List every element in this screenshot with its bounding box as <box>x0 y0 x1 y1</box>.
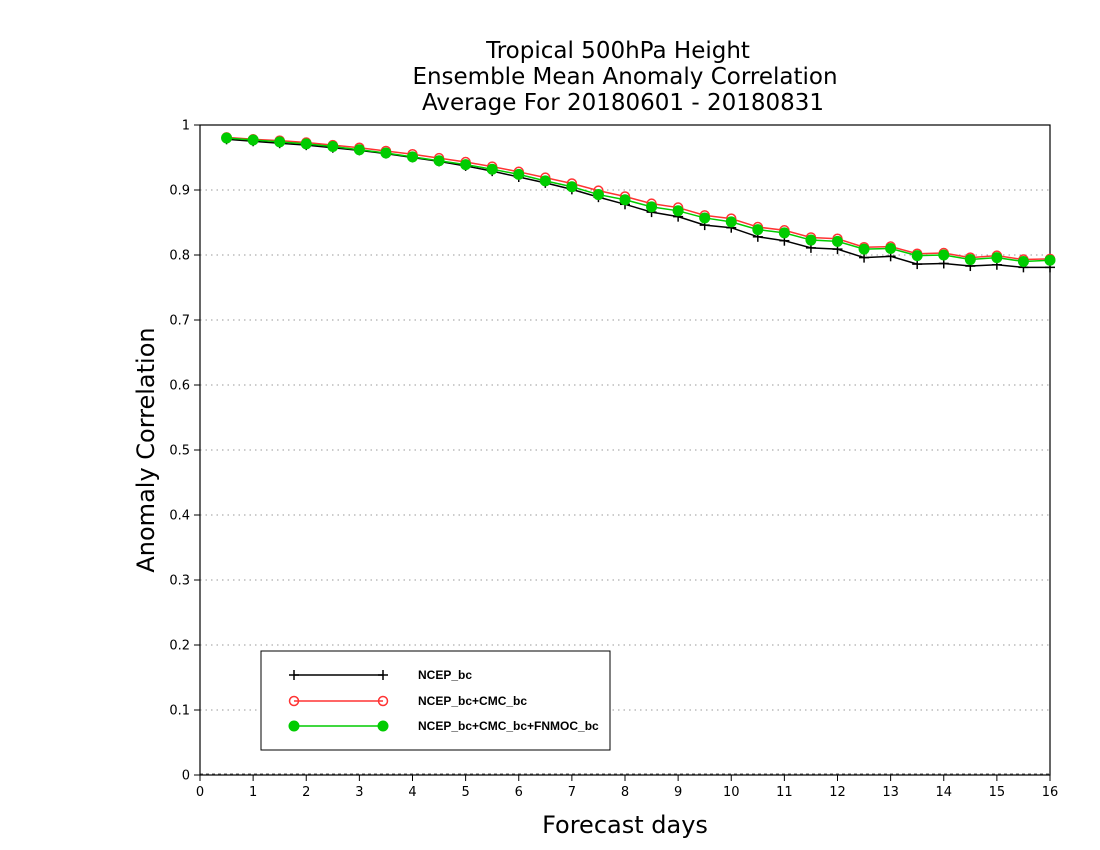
x-tick-label: 13 <box>882 785 899 800</box>
x-tick-label: 14 <box>935 785 952 800</box>
series-line <box>226 136 1051 261</box>
data-point <box>1044 254 1056 266</box>
legend-marker <box>377 695 389 707</box>
data-point <box>566 181 578 193</box>
data-point <box>699 212 711 224</box>
gridlines <box>200 189 1050 775</box>
legend-item-1: NCEP_bc <box>289 668 472 682</box>
legend-item-3: NCEP_bc+CMC_bc+FNMOC_bc <box>288 719 599 733</box>
data-point <box>247 134 259 146</box>
data-point <box>646 201 658 213</box>
data-point <box>353 144 365 156</box>
x-tick-label: 10 <box>723 785 740 800</box>
series-2 <box>221 132 1056 265</box>
data-point <box>752 224 764 236</box>
data-point <box>1017 256 1029 267</box>
data-point <box>539 175 551 187</box>
x-tick-label: 7 <box>568 785 576 800</box>
y-tick-label: 0.6 <box>169 379 190 394</box>
x-tick-label: 11 <box>776 785 793 800</box>
data-point <box>858 243 870 255</box>
plot-frame <box>199 124 1051 776</box>
data-point <box>592 189 604 201</box>
data-point <box>274 136 286 148</box>
data-point <box>619 194 631 206</box>
data-point <box>911 250 923 262</box>
chart-title-line-2: Ensemble Mean Anomaly Correlation <box>412 64 837 90</box>
data-point <box>964 254 976 266</box>
x-tick-label: 8 <box>621 785 629 800</box>
data-point <box>778 227 790 239</box>
y-tick-label: 0.8 <box>169 249 190 264</box>
data-point <box>221 132 233 144</box>
y-tick-label: 0 <box>182 769 190 784</box>
data-point <box>725 216 737 228</box>
x-tick-label: 6 <box>515 785 523 800</box>
legend-marker <box>288 695 300 707</box>
y-axis-label: Anomaly Correlation <box>132 327 160 572</box>
legend-marker <box>378 670 388 680</box>
legend-items: NCEP_bc NCEP_bc+CMC_bc NCEP_bc+CMC_bc+FNMO… <box>288 668 599 733</box>
data-point <box>460 159 472 171</box>
x-tick-label: 9 <box>674 785 682 800</box>
y-tick-label: 1 <box>182 119 190 134</box>
legend-marker <box>289 670 299 680</box>
data-point <box>327 140 339 152</box>
data-point <box>407 151 418 163</box>
data-point <box>805 234 817 246</box>
data-point <box>938 249 950 261</box>
x-axis-label: Forecast days <box>542 811 708 839</box>
y-axis-ticks: 0 0.1 0.2 0.3 0.4 0.5 0.6 0.7 0.8 0.9 1 <box>169 119 200 784</box>
chart-title-line-1: Tropical 500hPa Height <box>485 38 750 64</box>
x-tick-label: 0 <box>196 785 204 800</box>
legend-label: NCEP_bc+CMC_bc <box>418 694 527 708</box>
y-tick-label: 0.2 <box>169 639 190 654</box>
x-tick-label: 15 <box>989 785 1006 800</box>
legend: NCEP_bc NCEP_bc+CMC_bc NCEP_bc+CMC_bc+FNMO… <box>260 650 611 751</box>
data-point <box>991 252 1003 264</box>
data-point <box>380 147 392 159</box>
x-tick-label: 1 <box>249 785 257 800</box>
series-3 <box>221 132 1056 267</box>
legend-marker <box>288 720 300 732</box>
data-point <box>300 138 312 150</box>
x-axis-ticks: 0 1 2 3 4 5 6 7 8 9 10 11 12 13 14 15 16 <box>196 775 1058 800</box>
chart-title-line-3: Average For 20180601 - 20180831 <box>422 90 824 116</box>
y-tick-label: 0.9 <box>169 184 190 199</box>
x-tick-label: 3 <box>355 785 363 800</box>
legend-label: NCEP_bc+CMC_bc+FNMOC_bc <box>418 719 599 733</box>
x-tick-label: 4 <box>408 785 416 800</box>
y-tick-label: 0.3 <box>169 574 190 589</box>
data-point <box>486 163 498 175</box>
data-point <box>832 235 843 247</box>
x-tick-label: 12 <box>829 785 846 800</box>
y-tick-label: 0.5 <box>169 444 190 459</box>
series-layer <box>221 132 1056 273</box>
data-point <box>885 243 897 254</box>
legend-item-2: NCEP_bc+CMC_bc <box>288 694 527 708</box>
x-tick-label: 5 <box>461 785 469 800</box>
x-tick-label: 2 <box>302 785 310 800</box>
legend-marker <box>377 720 389 732</box>
y-tick-label: 0.7 <box>169 314 190 329</box>
data-point <box>433 155 445 167</box>
data-point <box>513 168 525 180</box>
y-tick-label: 0.4 <box>169 509 190 524</box>
x-tick-label: 16 <box>1042 785 1059 800</box>
y-tick-label: 0.1 <box>169 704 190 719</box>
data-point <box>672 205 684 217</box>
legend-label: NCEP_bc <box>418 668 472 682</box>
